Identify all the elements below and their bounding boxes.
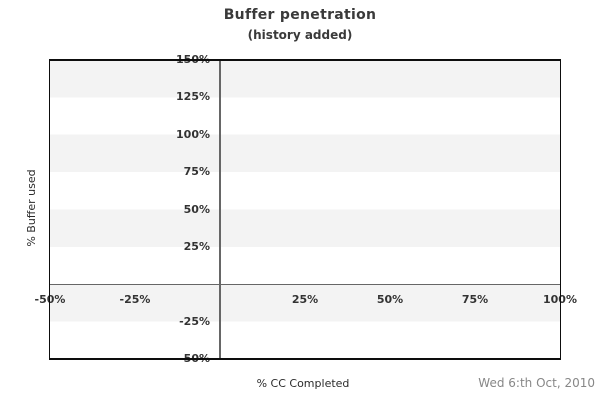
x-tick-neg25: -25% <box>119 293 151 306</box>
y-axis-title: % Buffer used <box>25 169 38 247</box>
x-tick-75: 75% <box>461 293 489 306</box>
y-tick-50: 50% <box>183 202 210 216</box>
y-tick-neg25: -25% <box>179 314 210 328</box>
chart-title: Buffer penetration <box>223 7 377 23</box>
y-tick-125: 125% <box>176 90 210 104</box>
plot-border-top <box>48 59 562 61</box>
zero-y-axis-line <box>50 284 560 286</box>
plot-border-bottom <box>48 358 562 360</box>
x-tick-25: 25% <box>291 293 319 306</box>
x-tick-50: 50% <box>376 293 404 306</box>
chart-subtitle: (history added) <box>247 28 353 42</box>
x-axis-title: % CC Completed <box>256 377 350 390</box>
plot-area <box>50 60 560 359</box>
plot-border-left <box>48 59 51 360</box>
zero-x-axis-line <box>219 60 221 359</box>
date-annotation: Wed 6:th Oct, 2010 <box>478 376 595 390</box>
y-tick-100: 100% <box>176 127 210 141</box>
y-tick-25: 25% <box>183 240 210 253</box>
y-tick-75: 75% <box>183 165 210 179</box>
plot-border-right <box>559 59 562 360</box>
